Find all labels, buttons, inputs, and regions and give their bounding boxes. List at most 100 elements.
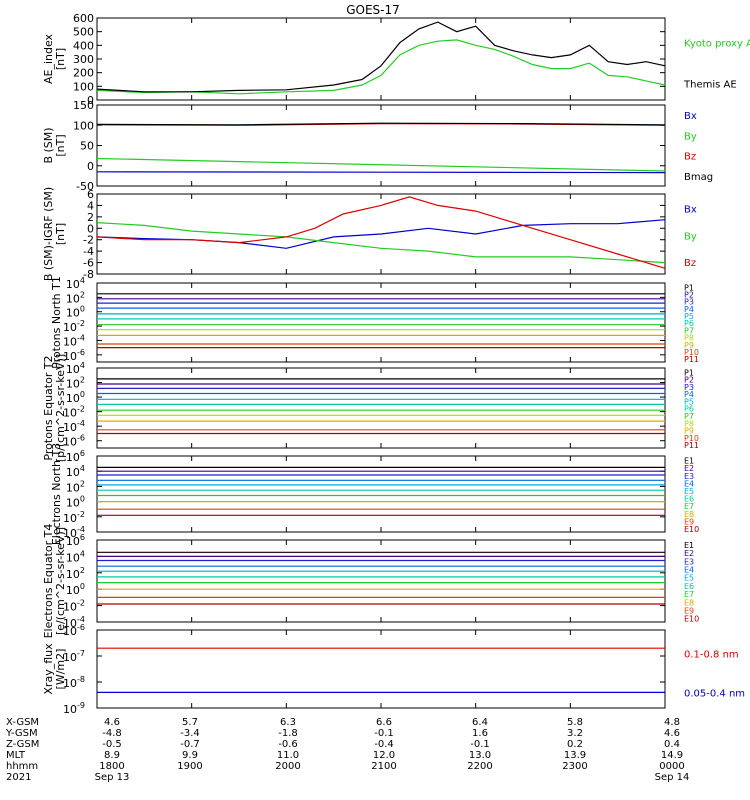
y-tick-label: 0 xyxy=(87,222,94,235)
y-tick-label: 100 xyxy=(73,80,94,93)
legend-label: E3 xyxy=(684,472,694,481)
row-value: 5.8 xyxy=(567,717,583,728)
legend-label: E5 xyxy=(684,487,694,496)
y-tick-label: -2 xyxy=(83,234,94,247)
y-axis-label: Xray_flux xyxy=(42,643,55,695)
row-value: 2000 xyxy=(275,761,300,772)
row-value: 1.6 xyxy=(472,728,488,739)
legend-label: E8 xyxy=(684,598,694,607)
y-tick-label: -6 xyxy=(83,257,94,270)
row-label: MLT xyxy=(6,750,26,761)
row-value: 4.6 xyxy=(104,717,120,728)
series-line-bz xyxy=(96,196,666,269)
legend-label: P9 xyxy=(684,341,694,350)
legend-label: E8 xyxy=(684,510,694,519)
y-tick-label: 300 xyxy=(73,53,94,66)
y-tick-label: 600 xyxy=(73,12,94,25)
y-axis-label: Protons North T1 xyxy=(50,276,63,369)
y-tick-label: 10-2 xyxy=(63,510,85,525)
y-tick-label: 102 xyxy=(66,479,85,494)
legend-label: P2 xyxy=(684,290,694,299)
row-value: 12.0 xyxy=(373,750,395,761)
y-tick-label: 200 xyxy=(73,67,94,80)
legend-label: P1 xyxy=(684,368,694,377)
legend-label: P7 xyxy=(684,326,694,335)
row-value: Sep 13 xyxy=(95,772,130,783)
y-tick-label: 104 xyxy=(66,464,85,479)
y-axis-unit: [nT] xyxy=(54,134,67,156)
y-tick-label: 10-4 xyxy=(63,333,85,348)
row-value: 3.2 xyxy=(567,728,583,739)
row-value: -0.7 xyxy=(180,739,200,750)
y-tick-label: -8 xyxy=(83,268,94,281)
row-value: 6.6 xyxy=(376,717,392,728)
y-tick-label: 0 xyxy=(87,160,94,173)
series-line-bmag xyxy=(96,122,666,126)
legend-label: Bz xyxy=(684,152,696,163)
bottom-table: X-GSM 4.6 5.7 6.3 6.6 6.4 5.8 4.8Y-GSM -4.8 -3.4-… xyxy=(5,717,689,783)
legend-label: Bmag xyxy=(684,172,713,183)
row-value: 6.4 xyxy=(472,717,488,728)
row-label: hhmm xyxy=(6,761,38,772)
y-tick-label: 102 xyxy=(66,290,85,305)
y-axis-unit: [p/(cm^2-s-sr-keV)] xyxy=(54,354,67,462)
panel-frame xyxy=(96,17,666,101)
row-label: Z-GSM xyxy=(6,739,39,750)
row-value: -0.4 xyxy=(374,739,394,750)
y-tick-label: 10-2 xyxy=(63,319,85,334)
row-value: 6.3 xyxy=(280,717,296,728)
panel-frame xyxy=(96,282,666,363)
row-value: 0.4 xyxy=(664,739,680,750)
legend-label: P10 xyxy=(684,348,699,357)
legend-label: P6 xyxy=(684,405,694,414)
row-value: 13.9 xyxy=(564,750,586,761)
legend-label: E2 xyxy=(684,549,694,558)
legend-label: Themis AE xyxy=(683,80,737,91)
legend-label: E3 xyxy=(684,557,694,566)
legend-label: E6 xyxy=(684,582,694,591)
y-tick-label: 100 xyxy=(66,390,85,405)
series-line-by xyxy=(96,222,666,264)
series-line-themis-ae xyxy=(96,21,666,93)
y-axis-label: Electrons Equator T4 xyxy=(42,524,55,639)
y-axis-label: Protons Equator T2 xyxy=(42,355,55,460)
y-tick-label: 150 xyxy=(73,99,94,112)
legend-label: P3 xyxy=(684,383,694,392)
row-value: 1900 xyxy=(177,761,202,772)
legend-label: P6 xyxy=(684,319,694,328)
series-line-bx xyxy=(96,171,666,174)
y-tick-label: 50 xyxy=(80,140,94,153)
row-value: 8.9 xyxy=(104,750,120,761)
legend-label: E1 xyxy=(684,457,694,466)
y-tick-label: 104 xyxy=(66,549,85,564)
y-tick-label: 100 xyxy=(66,305,85,320)
y-tick-label: 106 xyxy=(66,449,85,464)
y-tick-label: 10-9 xyxy=(63,701,85,716)
row-value: Sep 14 xyxy=(655,772,690,783)
row-value: -1.8 xyxy=(278,728,298,739)
legend-label: E9 xyxy=(684,607,694,616)
row-value: 5.7 xyxy=(182,717,198,728)
y-tick-label: 400 xyxy=(73,39,94,52)
legend-label: E5 xyxy=(684,574,694,583)
y-tick-label: 10-6 xyxy=(63,623,85,638)
row-value: -0.6 xyxy=(278,739,298,750)
legend-label: P7 xyxy=(684,412,694,421)
legend-label: By xyxy=(684,131,697,142)
y-tick-label: 6 xyxy=(87,188,94,201)
y-tick-label: -50 xyxy=(76,180,94,193)
legend-label: P2 xyxy=(684,376,694,385)
row-value: 9.9 xyxy=(182,750,198,761)
legend-label: Kyoto proxy AE xyxy=(684,39,750,50)
legend-label: P3 xyxy=(684,298,694,307)
legend-label: E2 xyxy=(684,464,694,473)
legend-label: 0.05-0.4 nm xyxy=(684,688,745,699)
row-value: 2200 xyxy=(467,761,492,772)
row-label: Y-GSM xyxy=(5,728,38,739)
y-axis-unit: [nT] xyxy=(54,48,67,70)
